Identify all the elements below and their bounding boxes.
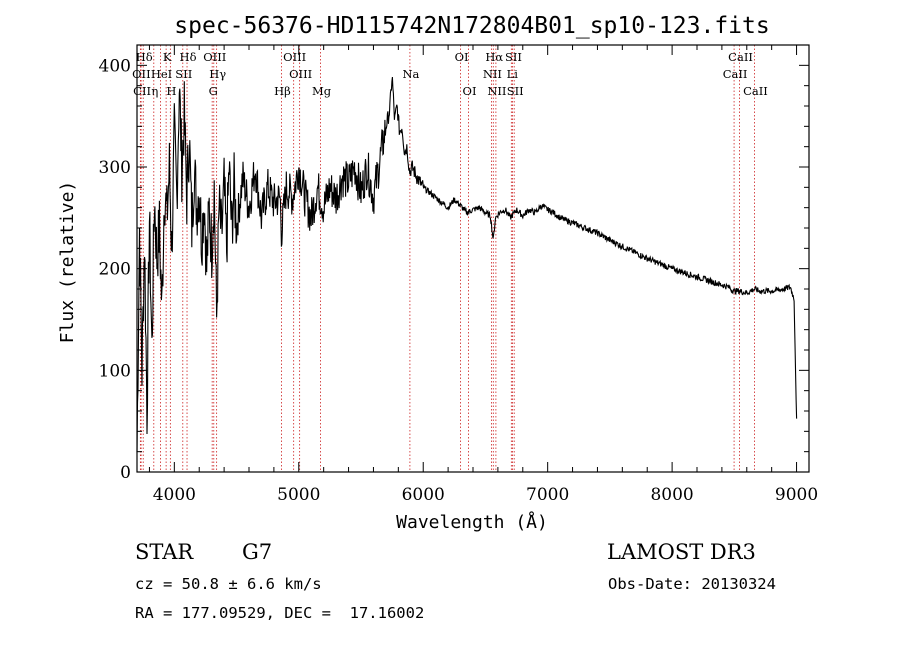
y-axis-label: Flux (relative) <box>57 181 78 344</box>
spectral-line-label: Hα <box>485 50 503 64</box>
spectral-line-label: Hβ <box>274 84 291 98</box>
spectral-line-label: η <box>151 84 158 98</box>
ra-dec-coordinates: RA = 177.09529, DEC = 17.16002 <box>135 604 425 622</box>
spectral-line-label: Hδ <box>180 50 197 64</box>
y-tick-label: 300 <box>99 158 131 178</box>
spectral-line-label: CaII <box>728 50 753 64</box>
spectral-line-label: Hγ <box>209 67 226 81</box>
y-tick-label: 400 <box>99 56 131 76</box>
y-tick-label: 200 <box>99 260 131 280</box>
plot-frame <box>136 44 810 473</box>
x-tick-label: 9000 <box>775 485 818 505</box>
x-tick-label: 4000 <box>153 485 196 505</box>
spectral-line-label: OIII <box>283 50 306 64</box>
x-tick-label: 5000 <box>277 485 320 505</box>
spectral-line-label: Na <box>402 67 419 81</box>
spectral-line-label: Mg <box>312 84 332 98</box>
spectral-line-label: OII <box>132 67 151 81</box>
x-axis-label: Wavelength (Å) <box>396 511 548 533</box>
x-tick-label: 7000 <box>526 485 569 505</box>
x-tick-label: 8000 <box>650 485 693 505</box>
survey-name: LAMOST DR3 <box>607 540 756 564</box>
redshift-velocity: cz = 50.8 ± 6.6 km/s <box>135 575 322 593</box>
spectrum-line <box>136 76 798 453</box>
spectral-line-markers <box>139 45 755 472</box>
spectral-line-label: OI <box>455 50 469 64</box>
spectral-line-label: SII <box>505 50 522 64</box>
y-tick-label: 100 <box>99 361 131 381</box>
observation-date: Obs-Date: 20130324 <box>608 575 776 593</box>
spectral-line-label: OIII <box>203 50 226 64</box>
spectral-line-label: CaII <box>743 84 768 98</box>
spectral-line-label: NII <box>487 84 506 98</box>
spectral-line-label: CII <box>133 84 151 98</box>
spectral-line-label: Li <box>507 67 519 81</box>
spectral-line-label: OIII <box>289 67 312 81</box>
y-axis-ticks: 0 100 200 300 400 <box>99 56 809 483</box>
object-class: STAR <box>135 540 194 564</box>
spectral-line-label: Hδ <box>136 50 153 64</box>
spectral-line-label: CaII <box>723 67 748 81</box>
spectral-line-label: G <box>209 84 218 98</box>
spectral-line-label: OI <box>463 84 477 98</box>
x-tick-label: 6000 <box>402 485 445 505</box>
object-subclass: G7 <box>242 540 273 564</box>
spectral-line-label: SII <box>175 67 192 81</box>
y-tick-label: 0 <box>120 463 131 483</box>
spectral-line-label: K <box>163 50 172 64</box>
x-axis-ticks: 4000 5000 6000 7000 8000 9000 <box>148 45 818 505</box>
spectral-line-label: SII <box>507 84 524 98</box>
spectral-line-label: HeI <box>151 67 172 81</box>
spectral-line-label: NII <box>483 67 502 81</box>
chart-title: spec-56376-HD115742N172804B01_sp10-123.f… <box>174 13 769 39</box>
spectral-line-label: H <box>166 84 176 98</box>
